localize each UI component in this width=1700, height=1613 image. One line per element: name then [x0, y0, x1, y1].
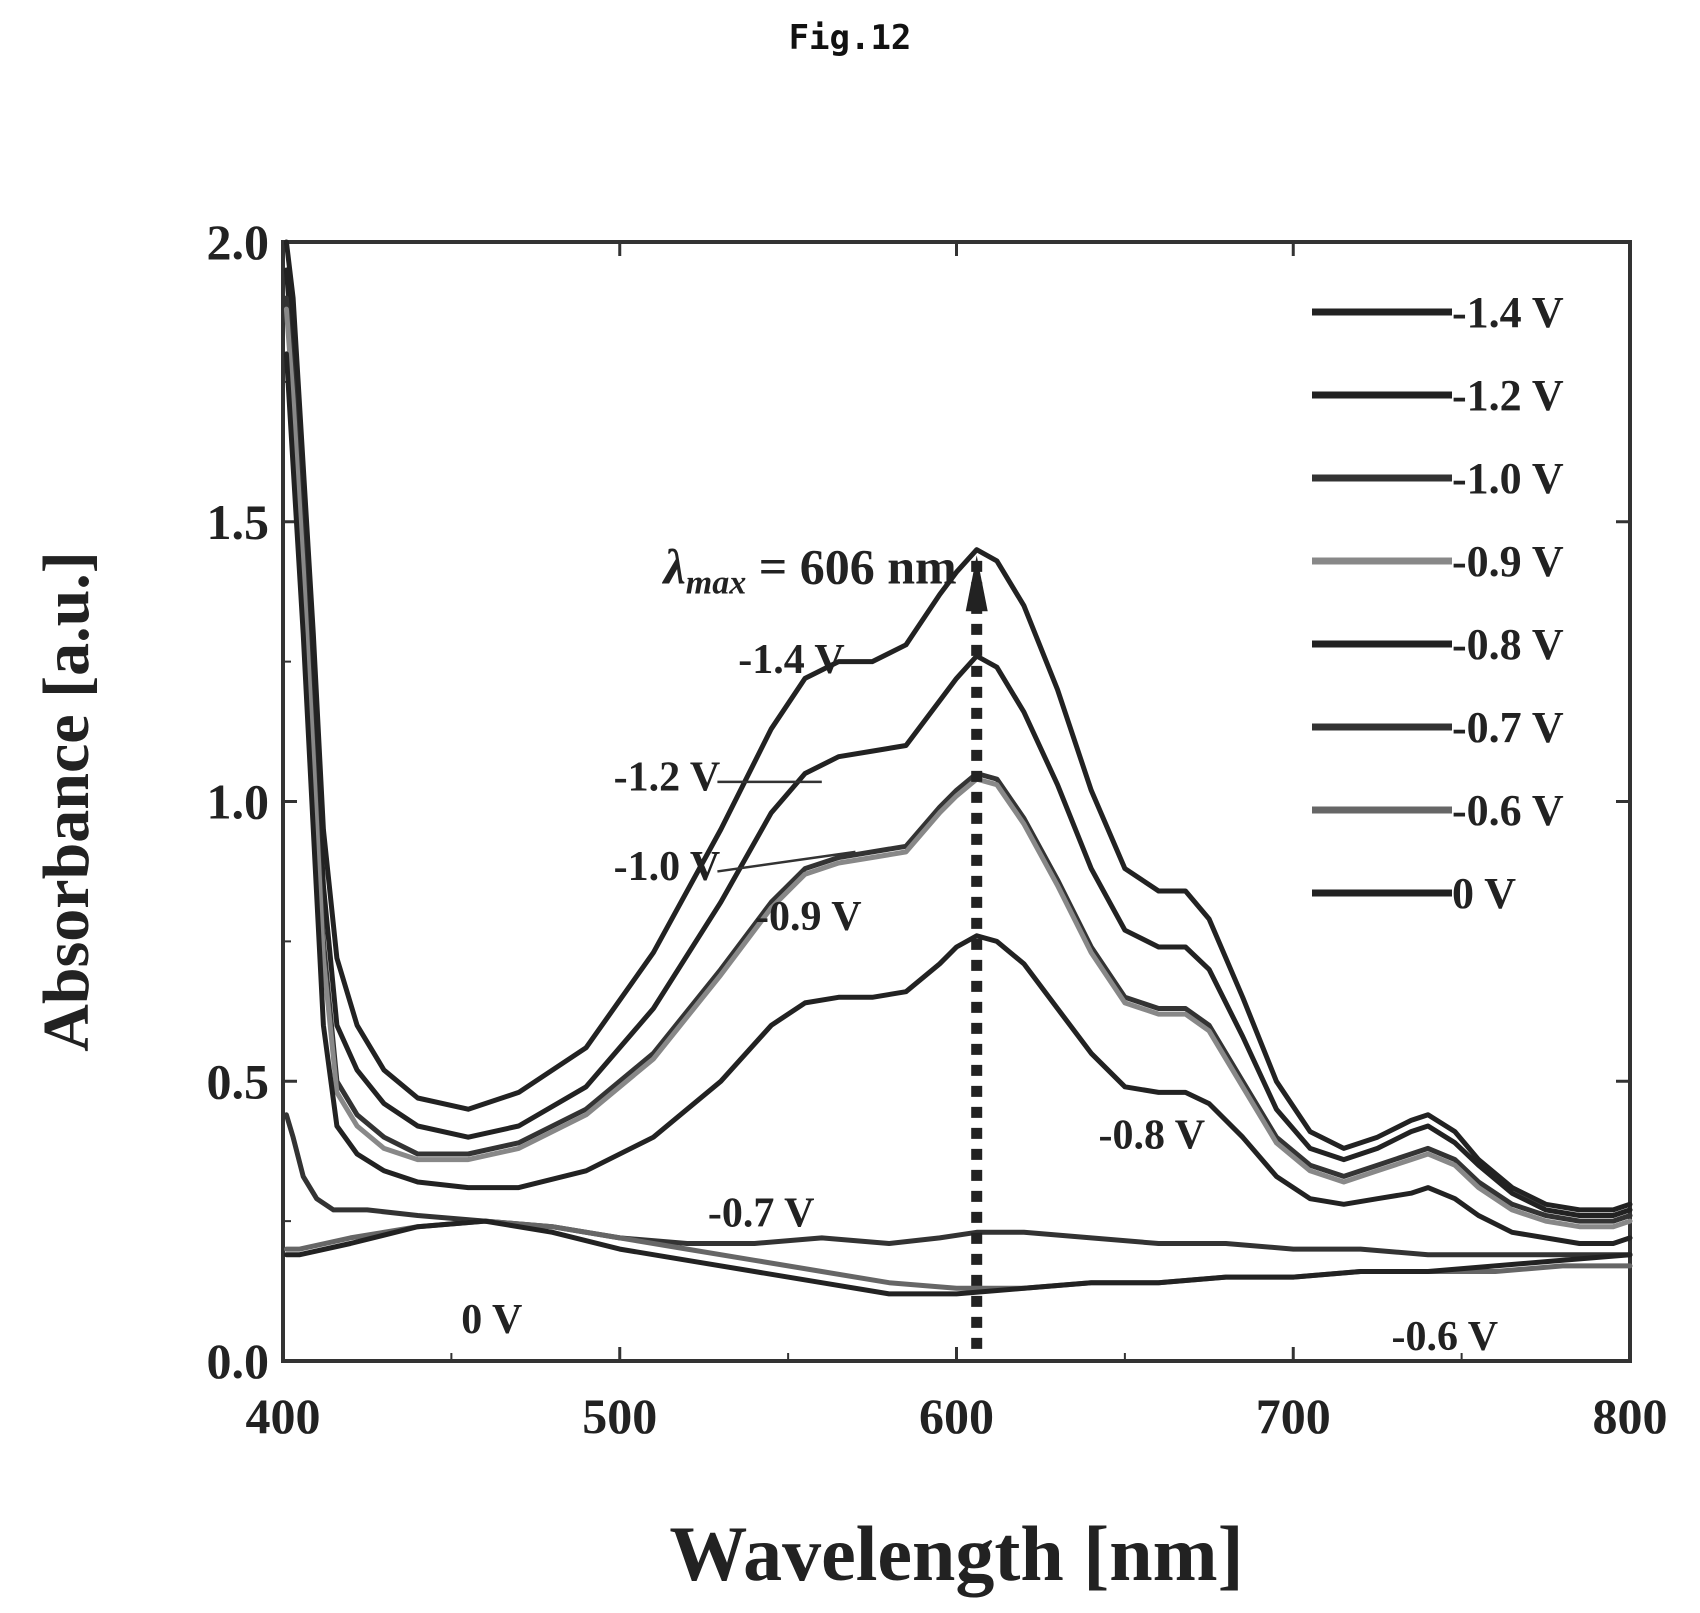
curve-label: -0.9 V: [755, 894, 862, 940]
curve-labels: -1.4 V -1.2 V -1.0 V -0.9 V -0.8 V -0.7 V 0 V -…: [461, 637, 1498, 1360]
curve-label: -0.6 V: [1392, 1314, 1499, 1360]
x-tick-label: 800: [1593, 1388, 1668, 1444]
y-tick-label: 0.0: [207, 1333, 270, 1389]
curve-label: -1.2 V: [614, 754, 721, 800]
legend-label: -1.4 V: [1452, 288, 1564, 337]
legend-label: -0.8 V: [1452, 620, 1564, 669]
leader-line: [717, 850, 856, 873]
series-0-V-line: [283, 1218, 1633, 1297]
x-tick-label: 400: [246, 1388, 321, 1444]
x-tick-label: 700: [1256, 1388, 1331, 1444]
y-tick-label: 1.5: [207, 494, 270, 550]
legend-label: -0.6 V: [1452, 786, 1564, 835]
series-1-0-V-line: [283, 295, 1633, 1224]
x-tick-label: 500: [582, 1388, 657, 1444]
peak-label: λmax = 606 nm: [662, 538, 957, 601]
curve-label: 0 V: [461, 1297, 522, 1343]
y-tick-label: 1.0: [207, 774, 270, 830]
curve-label: -1.4 V: [738, 637, 845, 683]
curve-label: -0.7 V: [708, 1191, 815, 1237]
series-1-2-V-line: [283, 267, 1633, 1218]
series-0-7-V-line: [283, 1112, 1633, 1258]
legend: -1.4 V -1.2 V -1.0 V -0.9 V -0.8 V -0.7 V -0.6…: [1312, 288, 1564, 918]
legend-label: 0 V: [1452, 869, 1516, 918]
legend-label: -1.2 V: [1452, 371, 1564, 420]
curve-label: -0.8 V: [1099, 1112, 1206, 1158]
x-tick-label: 600: [919, 1388, 994, 1444]
x-axis-title: Wavelength [nm]: [669, 1510, 1243, 1597]
y-axis-title: Absorbance [a.u.]: [30, 551, 103, 1052]
legend-label: -1.0 V: [1452, 454, 1564, 503]
peak-arrowhead: [965, 555, 988, 612]
curve-label: -1.0 V: [614, 844, 721, 890]
spectra: [283, 239, 1633, 1297]
series-1-4-V-line: [283, 239, 1633, 1213]
axes: 400 500 600 700 800 0.0 0.5 1.0 1.5 2.0 Wavelength…: [30, 214, 1668, 1597]
y-tick-label: 2.0: [207, 214, 270, 270]
series-0-9-V-line: [283, 306, 1633, 1230]
legend-label: -0.9 V: [1452, 537, 1564, 586]
plot-frame: [281, 240, 1632, 1363]
peak-marker: λmax = 606 nm: [662, 538, 988, 1357]
series-0-8-V-line: [283, 351, 1633, 1246]
y-tick-label: 0.5: [207, 1053, 270, 1109]
legend-label: -0.7 V: [1452, 703, 1564, 752]
figure-title: Fig.12: [788, 18, 912, 58]
